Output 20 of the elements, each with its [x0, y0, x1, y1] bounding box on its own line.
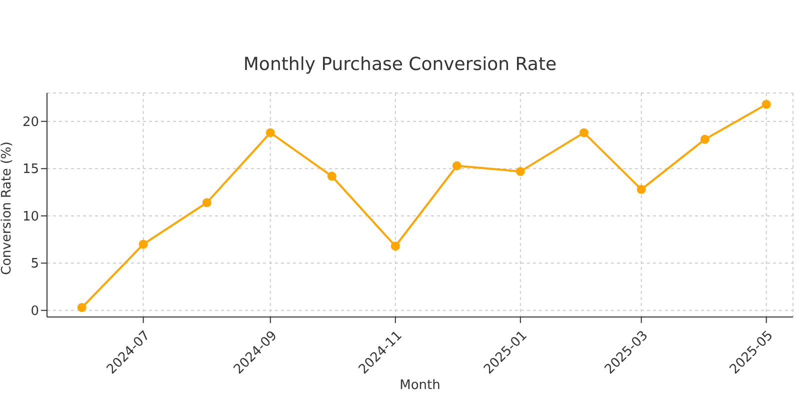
y-tick-label: 20 [22, 114, 39, 130]
point [579, 128, 588, 138]
x-axis-title: Month [400, 378, 440, 393]
y-axis-title: Conversion Rate (%) [0, 142, 15, 275]
y-tick-label: 10 [22, 209, 39, 224]
point [452, 161, 462, 170]
point [327, 172, 336, 181]
point [516, 166, 525, 176]
point [762, 100, 771, 109]
point [636, 184, 646, 194]
point [390, 242, 400, 251]
point [266, 128, 275, 138]
point [138, 240, 148, 249]
point [700, 134, 710, 144]
y-tick-label: 15 [22, 162, 39, 178]
chart-title: Monthly Purchase Conversion Rate [242, 54, 558, 75]
y-tick-label: 0 [30, 304, 39, 319]
y-tick-label: 5 [30, 256, 39, 272]
point [202, 198, 212, 208]
point [77, 303, 86, 312]
